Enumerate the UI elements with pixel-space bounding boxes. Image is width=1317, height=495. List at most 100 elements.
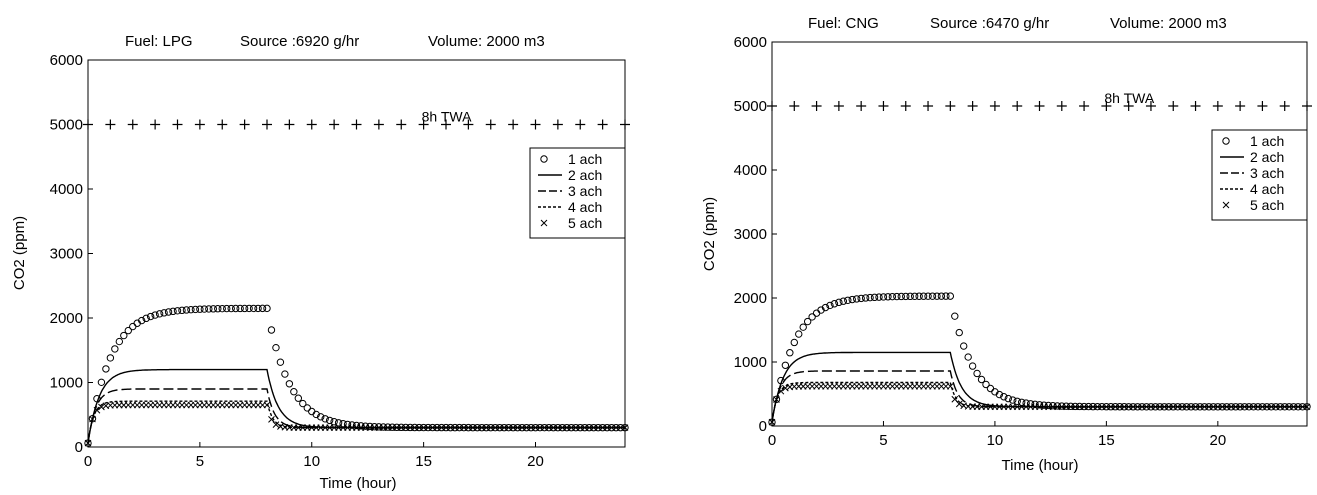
data-point-0 <box>866 293 874 302</box>
data-point-0 <box>330 418 338 426</box>
data-point-0 <box>781 361 790 369</box>
data-point-4 <box>93 406 101 414</box>
legend-label: 3 ach <box>568 183 602 199</box>
data-point-0 <box>955 328 963 337</box>
data-point-0 <box>803 317 812 326</box>
y-tick-label: 3000 <box>50 246 83 263</box>
y-tick-label: 0 <box>75 439 83 456</box>
data-point-0 <box>875 293 883 301</box>
data-point-0 <box>281 370 289 378</box>
chart-title-source: Source :6470 g/hr <box>930 15 1049 32</box>
twa-marker <box>900 101 911 111</box>
data-point-0 <box>124 326 132 335</box>
data-point-0 <box>844 296 852 304</box>
data-point-0 <box>893 292 901 301</box>
y-tick-label: 3000 <box>734 226 767 243</box>
data-point-0 <box>1017 398 1026 406</box>
series-line-2 <box>771 370 1307 423</box>
data-point-0 <box>155 310 164 318</box>
twa-marker <box>1168 101 1179 111</box>
data-point-0 <box>897 292 905 301</box>
data-point-4 <box>263 401 271 409</box>
twa-marker <box>105 119 116 130</box>
twa-marker <box>418 119 429 130</box>
x-tick-label: 15 <box>415 453 432 470</box>
data-point-0 <box>1013 397 1021 405</box>
data-point-0 <box>812 309 821 317</box>
x-tick-label: 5 <box>196 453 204 470</box>
data-point-0 <box>982 380 990 389</box>
data-point-0 <box>857 294 865 303</box>
data-point-4 <box>777 387 785 395</box>
data-point-0 <box>808 313 816 321</box>
twa-marker <box>194 119 205 130</box>
plot-frame <box>771 41 1308 427</box>
twa-marker <box>463 119 474 130</box>
x-tick-label: 0 <box>768 432 776 449</box>
twa-marker <box>989 101 1000 111</box>
x-tick-label: 20 <box>1209 432 1226 449</box>
data-point-0 <box>272 343 280 352</box>
twa-marker <box>239 119 250 130</box>
series-line-1 <box>771 351 1307 423</box>
data-point-0 <box>276 358 285 366</box>
data-point-0 <box>191 305 200 314</box>
y-axis-label: CO2 (ppm) <box>701 197 718 271</box>
legend-label: 5 ach <box>568 215 602 231</box>
twa-marker <box>262 119 272 130</box>
data-point-0 <box>942 292 950 300</box>
data-point-0 <box>254 304 262 313</box>
data-point-0 <box>205 305 213 313</box>
data-point-0 <box>111 345 119 353</box>
twa-marker <box>967 101 978 111</box>
data-point-0 <box>786 349 794 357</box>
data-point-0 <box>285 380 294 388</box>
data-point-0 <box>964 353 972 361</box>
legend-swatch <box>540 219 548 227</box>
data-point-0 <box>115 337 124 346</box>
y-tick-label: 4000 <box>50 181 83 198</box>
data-point-0 <box>312 410 320 419</box>
chart-title-fuel: Fuel: CNG <box>808 15 879 32</box>
data-point-0 <box>1035 401 1044 409</box>
data-point-0 <box>848 295 856 304</box>
data-point-0 <box>245 304 253 313</box>
x-axis-label: Time (hour) <box>1002 457 1079 474</box>
x-tick-label: 10 <box>987 432 1004 449</box>
twa-marker <box>1101 101 1112 111</box>
chart-title-volume: Volume: 2000 m3 <box>1110 15 1227 32</box>
data-point-4 <box>621 424 629 432</box>
twa-marker <box>83 119 93 130</box>
data-point-0 <box>928 292 937 300</box>
data-point-0 <box>325 416 334 425</box>
twa-marker <box>530 119 541 130</box>
data-point-0 <box>142 314 150 323</box>
data-point-0 <box>164 308 173 316</box>
data-point-0 <box>294 394 303 402</box>
twa-marker <box>1079 101 1090 111</box>
series-line-2 <box>87 388 625 444</box>
legend-box <box>529 147 626 239</box>
y-tick-label: 1000 <box>50 375 83 392</box>
data-point-0 <box>821 303 830 312</box>
data-point-0 <box>303 404 311 412</box>
chart-lpg: Fuel: LPG Source :6920 g/hr Volume: 2000… <box>11 33 630 492</box>
data-point-0 <box>339 419 347 428</box>
twa-marker <box>396 119 407 130</box>
data-point-0 <box>173 307 182 315</box>
data-point-0 <box>915 292 923 300</box>
data-point-0 <box>151 311 159 319</box>
twa-marker <box>217 119 228 130</box>
legend-label: 5 ach <box>1250 197 1284 213</box>
data-point-0 <box>258 304 267 313</box>
data-point-0 <box>1009 396 1017 404</box>
twa-marker <box>767 101 777 111</box>
data-point-0 <box>933 292 941 300</box>
data-point-0 <box>321 415 329 423</box>
data-point-0 <box>968 362 977 370</box>
data-point-0 <box>317 413 325 421</box>
y-tick-label: 0 <box>759 418 767 435</box>
data-point-0 <box>169 307 177 316</box>
data-point-0 <box>231 304 240 313</box>
